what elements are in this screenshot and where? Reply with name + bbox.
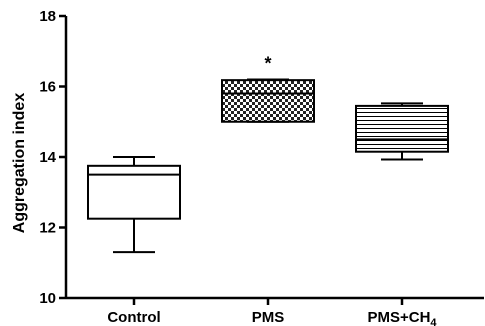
box — [221, 79, 315, 123]
box-group — [355, 102, 449, 161]
y-tick-label: 16 — [39, 79, 56, 96]
x-tick-label: PMS+CH4 — [367, 309, 437, 326]
box-group — [87, 156, 181, 254]
box-group — [221, 78, 315, 123]
y-tick-label: 10 — [39, 290, 56, 307]
y-axis-title: Aggregation index — [11, 93, 28, 234]
x-axis: Control PMS PMS+CH4 — [66, 296, 484, 326]
y-tick-label: 18 — [39, 8, 56, 25]
y-tick-label: 12 — [39, 220, 56, 237]
x-tick-label: Control — [107, 309, 160, 326]
y-tick-label: 14 — [39, 149, 56, 166]
x-tick-label: PMS — [252, 309, 285, 326]
significance-marker: * — [264, 53, 271, 73]
y-axis: 10 12 14 16 18 — [39, 8, 68, 307]
annotations: * — [264, 53, 271, 73]
boxes — [87, 78, 449, 254]
box — [355, 104, 449, 153]
x-tick-label-subscript: 4 — [430, 317, 437, 326]
